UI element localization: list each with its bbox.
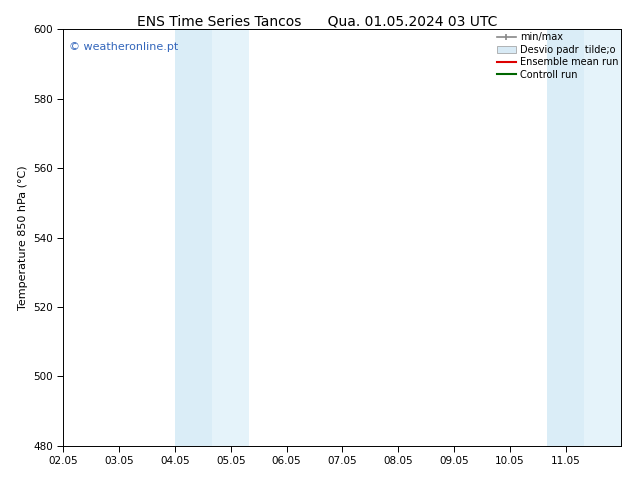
Bar: [175, 29, 212, 446]
Legend: min/max, Desvio padr  tilde;o, Ensemble mean run, Controll run: min/max, Desvio padr tilde;o, Ensemble m…: [496, 32, 618, 79]
Y-axis label: Temperature 850 hPa (°C): Temperature 850 hPa (°C): [18, 165, 28, 310]
Text: © weatheronline.pt: © weatheronline.pt: [69, 42, 178, 52]
Bar: [547, 29, 584, 446]
Text: ENS Time Series Tancos      Qua. 01.05.2024 03 UTC: ENS Time Series Tancos Qua. 01.05.2024 0…: [137, 15, 497, 29]
Bar: [584, 29, 621, 446]
Bar: [212, 29, 249, 446]
